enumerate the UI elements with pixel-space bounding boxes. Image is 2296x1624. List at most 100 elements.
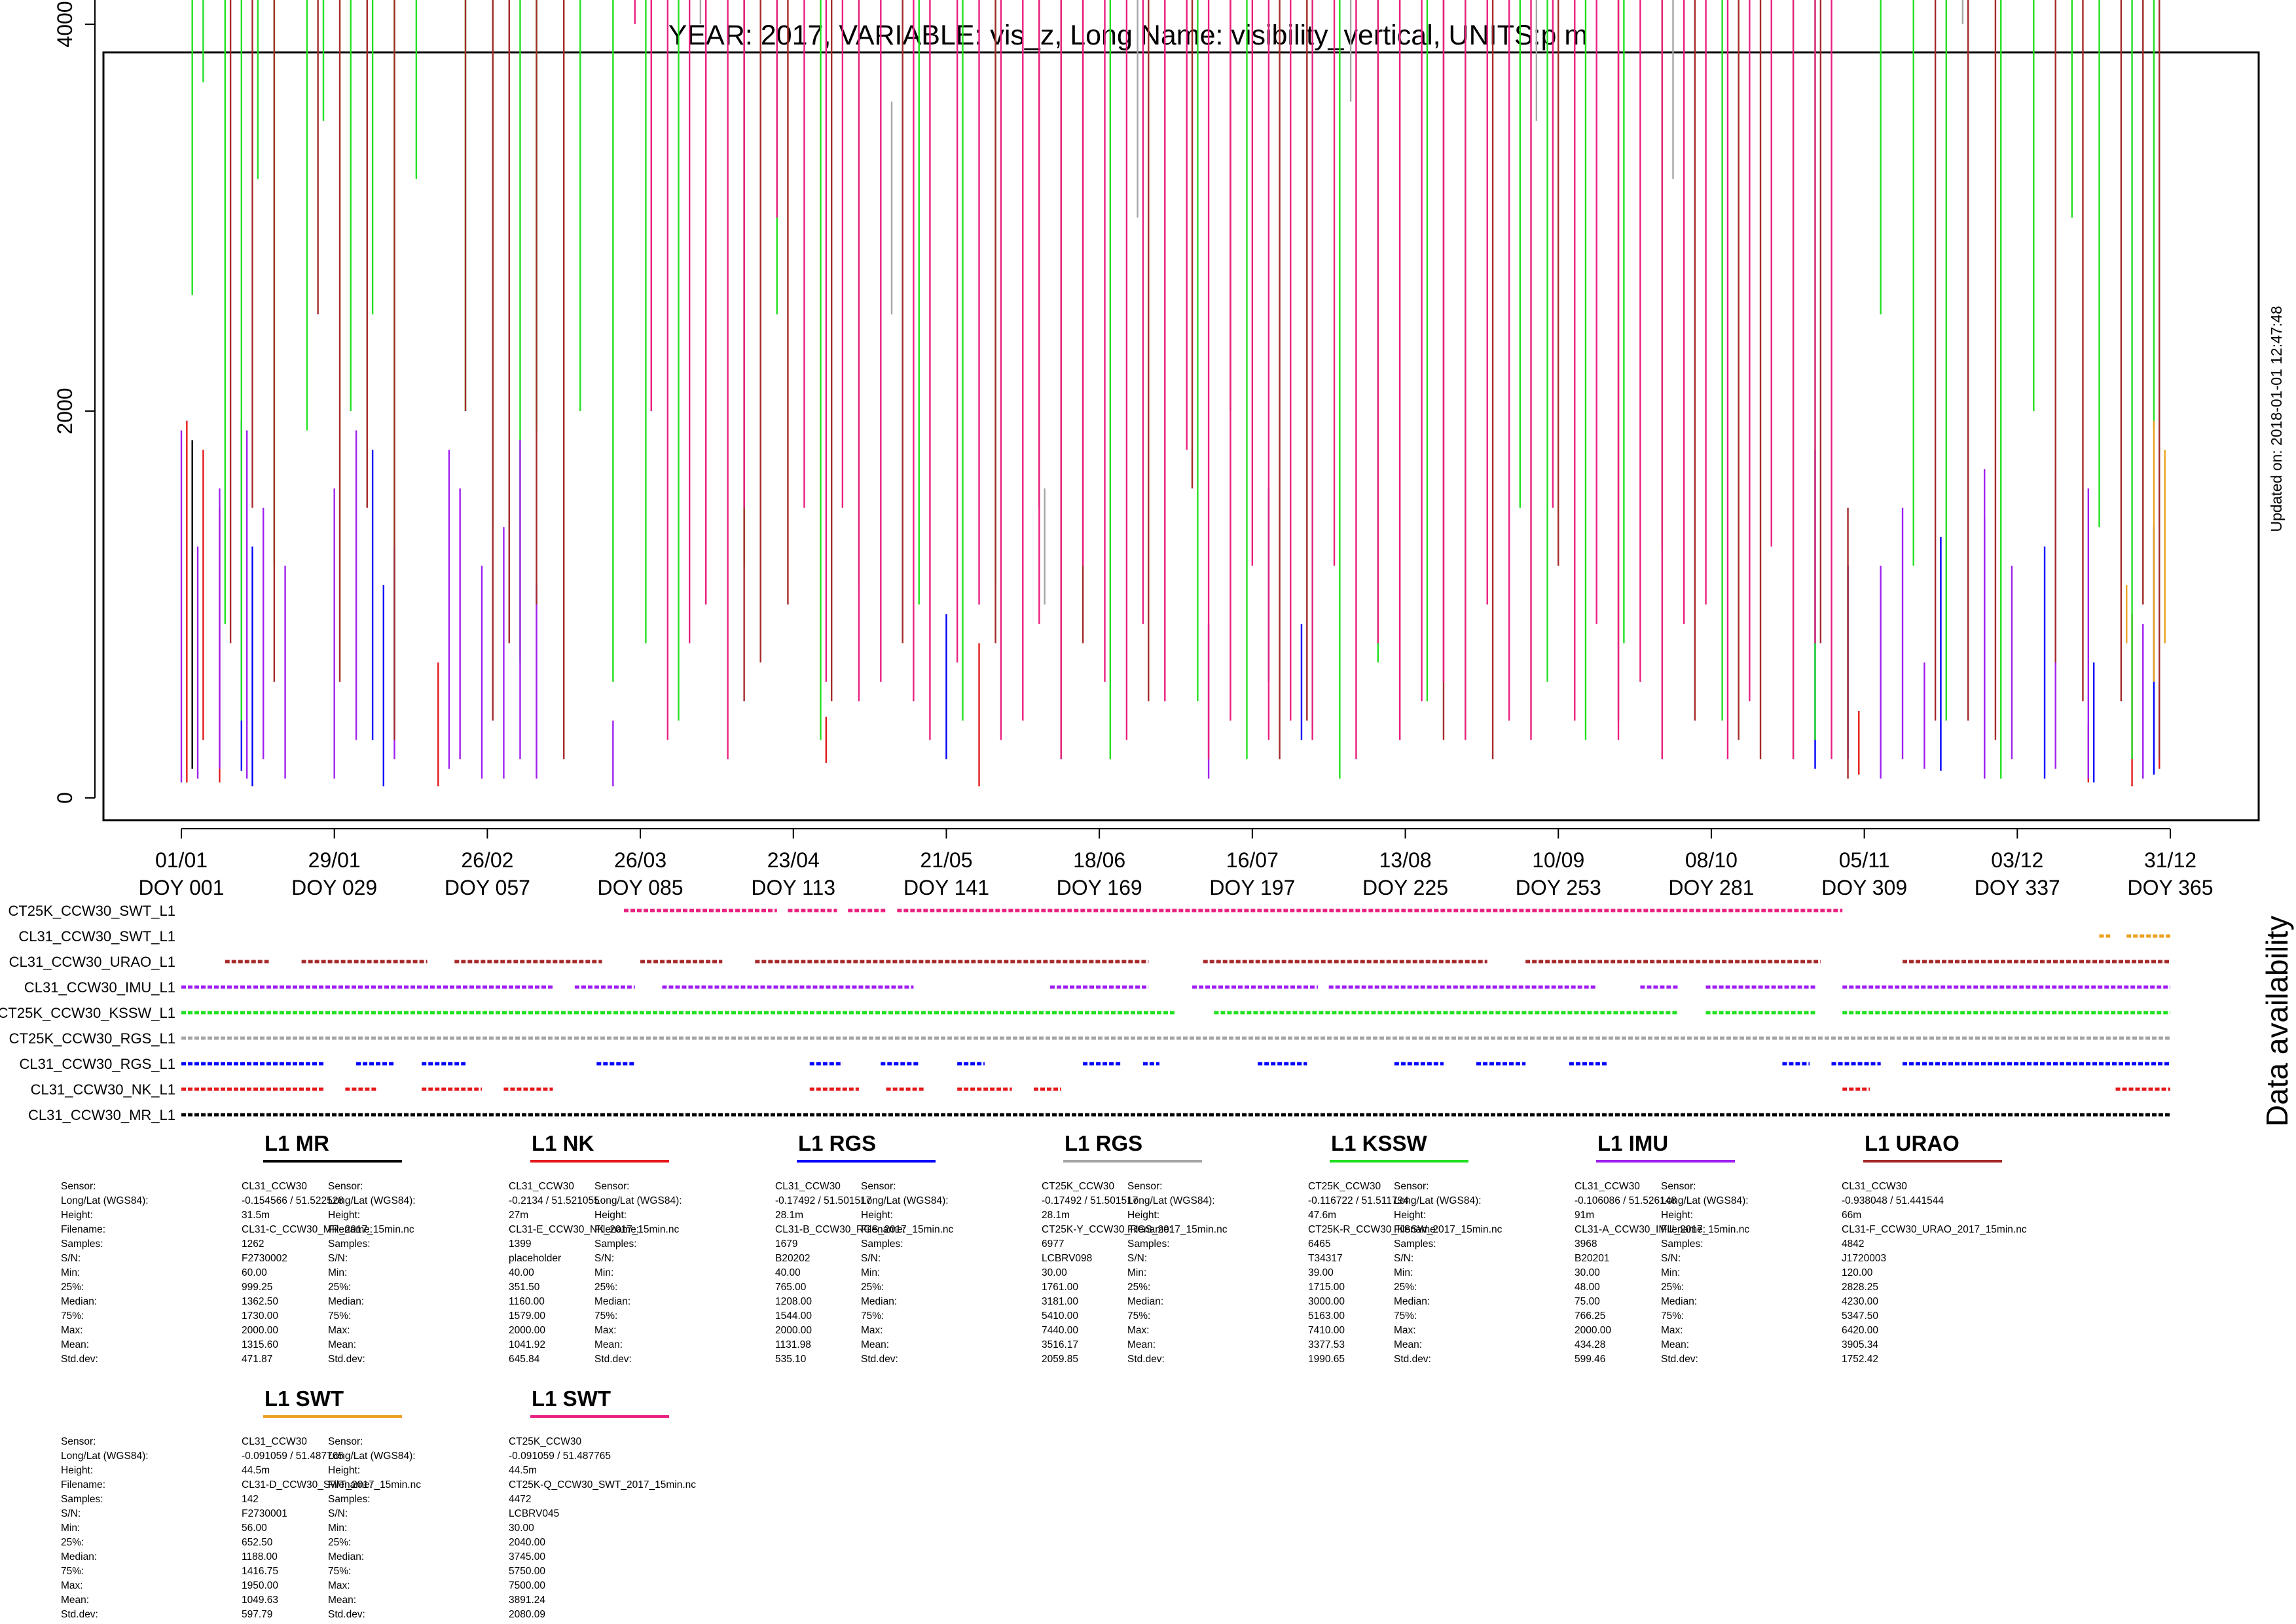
- stat-label: Mean:: [1661, 1339, 1690, 1350]
- stat-label: Sensor:: [1127, 1181, 1163, 1192]
- stat-label: 75%:: [61, 1310, 84, 1322]
- stat-label: Filename:: [328, 1479, 373, 1490]
- station-color-underline: [1063, 1160, 1202, 1163]
- x-tick-doy-label: DOY 001: [138, 876, 224, 899]
- stat-value: CL31-F_CCW30_URAO_2017_15min.nc: [1842, 1224, 2027, 1235]
- stat-value: -0.154566 / 51.522528: [242, 1195, 344, 1206]
- stat-label: Filename:: [594, 1224, 640, 1235]
- stat-value: CL31-C_CCW30_MR_2017_15min.nc: [242, 1224, 414, 1235]
- stat-value: B20202: [775, 1253, 811, 1264]
- stat-label: 75%:: [1394, 1310, 1417, 1322]
- stat-label: Median:: [61, 1296, 98, 1307]
- station-title: L1 KSSW: [1331, 1131, 1427, 1155]
- x-tick-doy-label: DOY 309: [1821, 876, 1907, 899]
- availability-row-label: CL31_CCW30_NK_L1: [31, 1081, 175, 1098]
- stat-value: -0.106086 / 51.526148: [1575, 1195, 1677, 1206]
- stat-value: 6977: [1042, 1238, 1065, 1250]
- availability-row-label: CL31_CCW30_IMU_L1: [24, 979, 175, 996]
- stat-label: S/N:: [861, 1253, 881, 1264]
- stat-label: 75%:: [328, 1566, 352, 1577]
- stat-value: CT25K_CCW30: [509, 1436, 582, 1447]
- stat-label: Std.dev:: [328, 1609, 365, 1620]
- stat-label: Long/Lat (WGS84):: [1661, 1195, 1749, 1206]
- stat-value: 39.00: [1308, 1267, 1334, 1278]
- stat-label: Mean:: [1127, 1339, 1156, 1350]
- stat-value: 535.10: [775, 1354, 807, 1365]
- stat-label: 25%:: [594, 1282, 618, 1293]
- stat-value: 6420.00: [1842, 1325, 1879, 1336]
- stat-value: 3000.00: [1308, 1296, 1345, 1307]
- stat-label: 25%:: [61, 1537, 84, 1548]
- stat-label: Std.dev:: [594, 1354, 632, 1365]
- stat-value: 30.00: [1042, 1267, 1067, 1278]
- stat-value: placeholder: [509, 1253, 562, 1264]
- stat-value: 2059.85: [1042, 1354, 1079, 1365]
- stat-label: Std.dev:: [61, 1354, 98, 1365]
- stat-label: Max:: [1127, 1325, 1150, 1336]
- station-stat-labels: Sensor: Long/Lat (WGS84): Height: Filename:…: [861, 1180, 949, 1367]
- station-stat-labels: Sensor: Long/Lat (WGS84): Height: Filename:…: [61, 1180, 149, 1367]
- stat-label: Median:: [594, 1296, 631, 1307]
- stat-value: LCBRV045: [509, 1508, 560, 1519]
- stat-value: 3968: [1575, 1238, 1597, 1250]
- stat-label: Height:: [1394, 1210, 1427, 1221]
- y-tick-label: 4000: [53, 1, 77, 47]
- stat-value: -0.2134 / 51.521055: [509, 1195, 600, 1206]
- station-stat-labels: Sensor: Long/Lat (WGS84): Height: Filename:…: [1661, 1180, 1749, 1367]
- series-CL31_CCW30_SWT_L1: [2126, 420, 2166, 682]
- x-tick-doy-label: DOY 029: [291, 876, 377, 899]
- station-color-underline: [530, 1415, 669, 1418]
- stat-label: Std.dev:: [861, 1354, 898, 1365]
- stat-label: 25%:: [1661, 1282, 1685, 1293]
- x-tick-doy-label: DOY 365: [2127, 876, 2213, 899]
- x-tick-doy-label: DOY 169: [1057, 876, 1142, 899]
- series-CT25K_CCW30_RGS_L1: [699, 0, 1964, 605]
- stat-value: 142: [242, 1494, 259, 1505]
- data-availability-label: Data availability: [2260, 916, 2294, 1127]
- stat-label: Mean:: [594, 1339, 623, 1350]
- series-CL31_CCW30_NK_L1: [186, 420, 2160, 787]
- x-axis: 01/01 DOY 001 29/01 DOY 029 26/02 DOY 057 26/0…: [138, 828, 2214, 899]
- stat-value: CL31_CCW30: [242, 1181, 307, 1192]
- stat-label: Mean:: [328, 1595, 357, 1606]
- stat-label: Long/Lat (WGS84):: [61, 1451, 149, 1462]
- stat-label: Height:: [1127, 1210, 1160, 1221]
- station-color-underline: [1330, 1160, 1468, 1163]
- stat-label: Mean:: [61, 1339, 90, 1350]
- stat-label: 25%:: [1127, 1282, 1151, 1293]
- station-title: L1 SWT: [264, 1386, 344, 1411]
- stat-label: S/N:: [328, 1253, 348, 1264]
- stat-label: Samples:: [61, 1238, 103, 1250]
- stat-label: Std.dev:: [1661, 1354, 1698, 1365]
- stat-label: Median:: [1394, 1296, 1430, 1307]
- stat-value: 4230.00: [1842, 1296, 1879, 1307]
- stat-value: 31.5m: [242, 1210, 270, 1221]
- stat-label: Height:: [328, 1210, 361, 1221]
- stat-label: Height:: [594, 1210, 627, 1221]
- stat-value: 652.50: [242, 1537, 273, 1548]
- stat-value: CL31-B_CCW30_RGS_2017_15min.nc: [775, 1224, 954, 1235]
- stat-value: 471.87: [242, 1354, 273, 1365]
- stat-label: Median:: [1127, 1296, 1164, 1307]
- stat-value: 599.46: [1575, 1354, 1606, 1365]
- x-tick-date-label: 26/03: [614, 848, 666, 872]
- station-title: L1 SWT: [532, 1386, 611, 1411]
- stat-label: Samples:: [1127, 1238, 1170, 1250]
- station-stat-values: CL31_CCW30 -0.2134 / 51.521055 27m CL31-E_C…: [509, 1180, 679, 1367]
- x-tick-date-label: 18/06: [1073, 848, 1125, 872]
- station-stat-values: CT25K_CCW30 -0.091059 / 51.487765 44.5m CT2…: [509, 1435, 696, 1622]
- stat-label: Max:: [861, 1325, 883, 1336]
- station-stat-values: CL31_CCW30 -0.17492 / 51.501517 28.1m CL31-…: [775, 1180, 953, 1367]
- stat-label: Long/Lat (WGS84):: [861, 1195, 949, 1206]
- x-tick-doy-label: DOY 337: [1975, 876, 2060, 899]
- stat-value: 1262: [242, 1238, 264, 1250]
- stat-value: 1131.98: [775, 1339, 811, 1350]
- stat-value: 1188.00: [242, 1551, 278, 1562]
- stat-label: Height:: [61, 1210, 94, 1221]
- updated-on-label: Updated on: 2018-01-01 12:47:48: [2268, 306, 2285, 532]
- x-tick-doy-label: DOY 085: [598, 876, 683, 899]
- stat-label: Std.dev:: [1394, 1354, 1431, 1365]
- x-tick-doy-label: DOY 281: [1668, 876, 1754, 899]
- station-stat-values: CT25K_CCW30 -0.17492 / 51.501517 28.1m CT25…: [1042, 1180, 1227, 1367]
